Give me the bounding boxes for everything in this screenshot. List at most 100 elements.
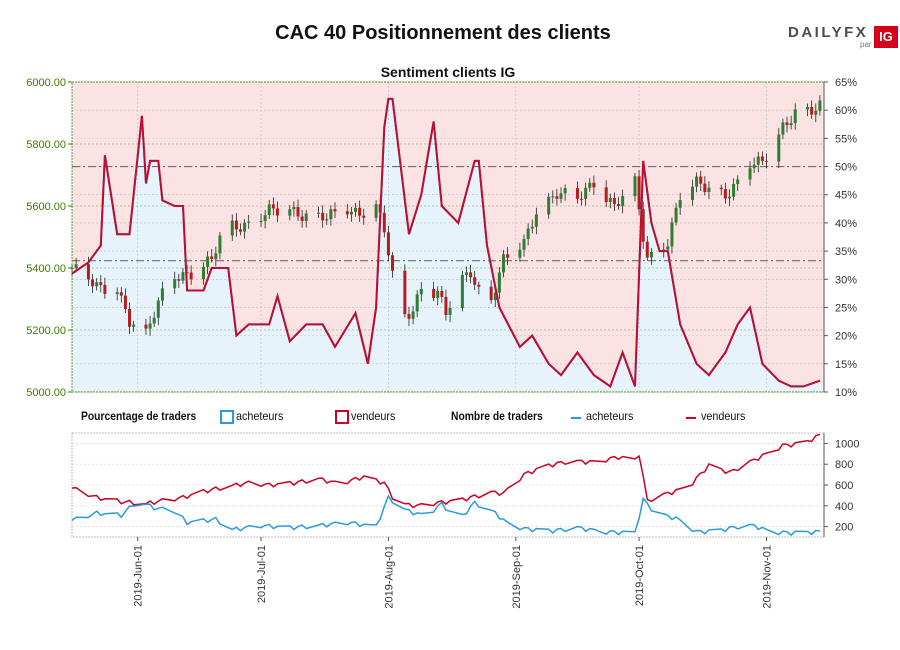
candle-body xyxy=(267,204,271,216)
candle-body xyxy=(608,197,612,203)
candle-body xyxy=(288,209,292,216)
candle-body xyxy=(156,300,160,318)
candle-body xyxy=(584,187,588,199)
candle-body xyxy=(707,187,711,192)
pct-tick-label: 35% xyxy=(835,246,857,258)
candle-body xyxy=(173,279,177,289)
candle-body xyxy=(674,207,678,223)
date-tick-label: 2019-Oct-01 xyxy=(634,545,646,606)
candle-body xyxy=(304,213,308,222)
candle-body xyxy=(415,294,419,312)
candle-body xyxy=(732,184,736,197)
candle-body xyxy=(497,272,501,293)
date-tick-label: 2019-Nov-01 xyxy=(761,545,773,609)
candle-body xyxy=(781,122,785,135)
candle-body xyxy=(95,282,99,287)
candle-body xyxy=(789,123,793,126)
candle-body xyxy=(329,209,333,220)
pct-tick-label: 30% xyxy=(835,274,857,286)
candle-body xyxy=(206,256,210,267)
candle-body xyxy=(814,110,818,115)
candle-body xyxy=(473,277,477,285)
candle-body xyxy=(785,122,789,126)
pct-tick-label: 65% xyxy=(835,77,857,89)
sellers-pct-line xyxy=(71,97,821,388)
count-tick-label: 400 xyxy=(835,501,853,513)
candle-body xyxy=(464,272,468,275)
candle-body xyxy=(604,187,608,203)
candle-body xyxy=(115,292,119,294)
legend-pct-buyers-label: acheteurs xyxy=(236,409,284,423)
candle-body xyxy=(444,296,448,315)
candle-body xyxy=(317,212,321,214)
price-tick-label: 5200.00 xyxy=(26,325,66,337)
candle-body xyxy=(633,176,637,197)
candle-body xyxy=(230,220,234,236)
price-tick-label: 5000.00 xyxy=(26,387,66,399)
candle-body xyxy=(152,317,156,324)
candle-body xyxy=(649,251,653,258)
candle-body xyxy=(699,176,703,184)
candle-body xyxy=(580,198,584,200)
candle-body xyxy=(756,156,760,165)
count-tick-label: 200 xyxy=(835,522,853,534)
candle-body xyxy=(748,168,752,180)
candle-body xyxy=(436,290,440,298)
dailyfx-logo: DAILYFX par IG xyxy=(788,24,898,50)
chart-title: CAC 40 Positionnement des clients xyxy=(275,22,611,44)
candle-body xyxy=(263,215,267,221)
candle-body xyxy=(74,264,78,268)
candle-body xyxy=(391,255,395,271)
candle-body xyxy=(99,282,103,285)
candle-body xyxy=(189,272,193,280)
candle-body xyxy=(592,182,596,188)
candle-body xyxy=(374,204,378,218)
candle-body xyxy=(575,188,579,199)
candle-body xyxy=(275,208,279,216)
candle-body xyxy=(132,324,136,327)
pct-tick-label: 10% xyxy=(835,387,857,399)
candle-body xyxy=(637,176,641,210)
candle-body xyxy=(530,226,534,229)
candle-body xyxy=(214,253,218,260)
candle-body xyxy=(563,188,567,194)
candle-body xyxy=(448,307,452,315)
candle-body xyxy=(612,197,616,205)
buyers-pct-area xyxy=(72,98,824,393)
candle-body xyxy=(793,109,797,124)
candle-body xyxy=(238,229,242,232)
candle-body xyxy=(91,279,95,287)
logo-wordmark: DAILYFX xyxy=(788,24,869,41)
candle-body xyxy=(119,292,123,296)
candle-body xyxy=(501,254,505,273)
candle-body xyxy=(534,214,538,227)
candle-body xyxy=(382,212,386,233)
candle-body xyxy=(695,176,699,187)
candle-body xyxy=(440,290,444,297)
candle-body xyxy=(670,222,674,247)
candle-body xyxy=(292,206,296,210)
candle-body xyxy=(621,196,625,206)
candle-body xyxy=(752,164,756,169)
legend-cnt-sellers-swatch xyxy=(686,417,696,419)
price-tick-label: 5800.00 xyxy=(26,139,66,151)
candle-body xyxy=(325,219,329,221)
candle-body xyxy=(218,235,222,254)
candle-body xyxy=(719,187,723,190)
candle-body xyxy=(358,207,362,216)
legend-cnt-sellers-label: vendeurs xyxy=(701,409,746,423)
legend-cnt-heading: Nombre de traders xyxy=(451,409,543,423)
pct-tick-label: 20% xyxy=(835,331,857,343)
candle-body xyxy=(678,200,682,208)
candle-body xyxy=(271,204,275,209)
legend-pct-heading: Pourcentage de traders xyxy=(81,409,197,423)
candle-body xyxy=(477,284,481,287)
price-tick-label: 6000.00 xyxy=(26,77,66,89)
candle-body xyxy=(666,246,670,250)
candle-body xyxy=(641,209,645,242)
pct-tick-label: 45% xyxy=(835,190,857,202)
candle-body xyxy=(349,211,353,215)
candle-body xyxy=(518,249,522,258)
candle-body xyxy=(243,222,247,232)
